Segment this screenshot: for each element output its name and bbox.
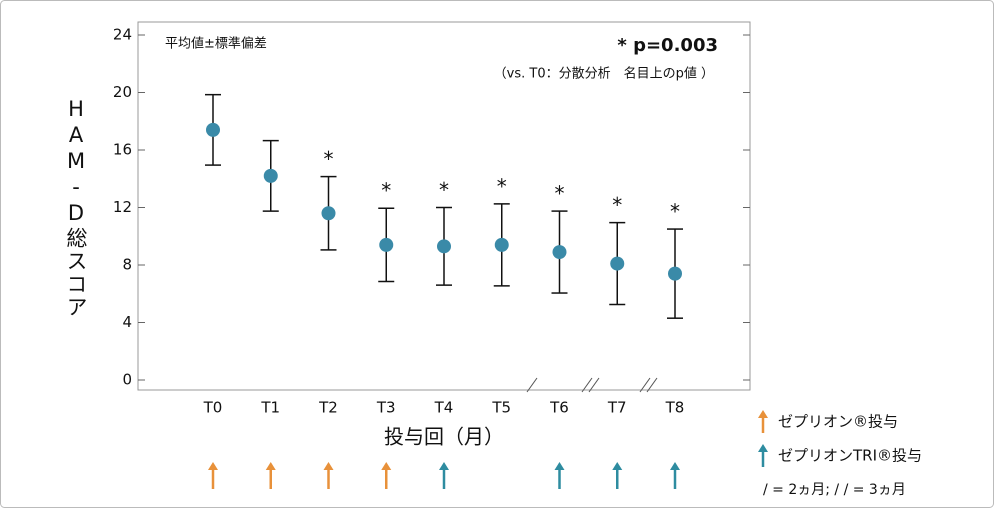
significance-label: *	[381, 179, 391, 203]
mean-marker	[494, 237, 509, 252]
arrow-head	[439, 462, 449, 470]
x-tick-label: T2	[318, 399, 338, 417]
x-tick-label: T5	[491, 399, 511, 417]
arrow-head	[758, 410, 768, 418]
y-tick-label: 4	[122, 313, 132, 331]
y-tick-label: 16	[113, 141, 132, 159]
arrow-head	[612, 462, 623, 470]
x-tick-label: T8	[665, 399, 685, 417]
mean-marker	[263, 168, 278, 183]
mean-marker	[206, 122, 220, 137]
p-value: * p=0.003	[617, 35, 718, 56]
x-axis-label: 投与回（月）	[384, 425, 504, 449]
significance-label: *	[324, 147, 334, 171]
x-tick-label: T1	[260, 399, 280, 417]
significance-label: *	[612, 193, 622, 217]
arrow-head	[758, 444, 768, 452]
arrow-head	[323, 462, 334, 470]
x-tick-label: T6	[549, 399, 569, 417]
mean-marker	[321, 206, 336, 221]
y-tick-label: 8	[122, 256, 132, 274]
p-value-note: （vs. T0：分散分析 名目上のp値 ）	[494, 66, 714, 82]
legend-label: ゼプリオン®投与	[778, 413, 898, 431]
note: 平均値±標準偏差	[165, 36, 267, 52]
plot-area	[137, 21, 751, 391]
mean-marker	[437, 239, 451, 254]
y-axis-label: HAM-D総スコア	[64, 97, 88, 319]
arrow-head	[265, 462, 276, 470]
axis-breaks	[526, 377, 658, 393]
mean-marker	[610, 256, 625, 271]
y-tick-label: 12	[113, 198, 132, 216]
x-tick-label: T0	[203, 399, 223, 417]
x-tick-label: T4	[434, 399, 454, 417]
y-tick-label: 24	[113, 26, 132, 44]
y-tick-label: 20	[113, 83, 132, 101]
arrow-head	[381, 462, 392, 470]
significance-label: *	[497, 174, 507, 198]
x-tick-label: T3	[376, 399, 396, 417]
significance-label: *	[670, 200, 680, 224]
x-tick-label: T7	[607, 399, 627, 417]
mean-marker	[668, 266, 682, 281]
break-note: / = 2ヵ月; / / = 3ヵ月	[763, 482, 906, 498]
mean-marker	[379, 237, 394, 252]
mean-marker	[552, 245, 567, 260]
significance-label: *	[555, 182, 565, 206]
y-tick-label: 0	[122, 371, 132, 389]
legend-label: ゼプリオンTRI®投与	[778, 447, 922, 465]
arrow-head	[208, 462, 218, 470]
arrow-head	[670, 462, 680, 470]
significance-label: *	[439, 178, 449, 202]
arrow-head	[554, 462, 565, 470]
